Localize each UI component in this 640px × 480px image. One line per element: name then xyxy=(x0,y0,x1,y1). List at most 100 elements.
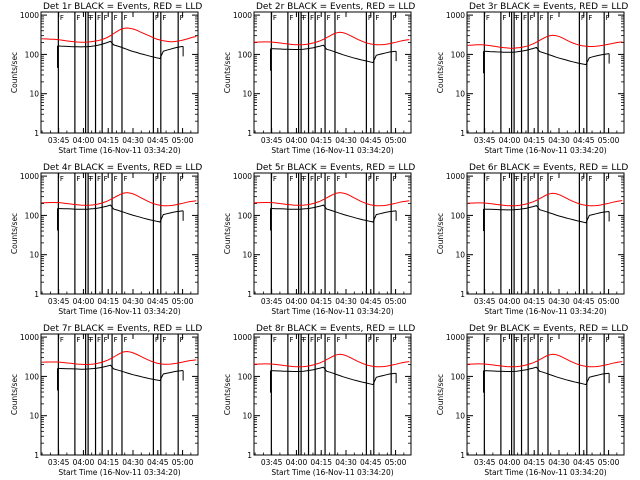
detector-panel: Det 6r BLACK = Events, RED = LLD 1 10 100 10… xyxy=(436,163,628,316)
flag-marker-label: F xyxy=(549,14,553,22)
x-tick-label: 04:30 xyxy=(335,297,357,306)
flag-marker-label: F xyxy=(368,336,372,344)
y-tick-label: 1 xyxy=(247,290,252,299)
flag-marker-label: F xyxy=(303,175,307,183)
flag-marker-label: F xyxy=(104,336,108,344)
flag-marker-label: F xyxy=(155,336,159,344)
x-tick-label: 04:45 xyxy=(573,136,595,145)
lld-series-line xyxy=(41,192,197,207)
detector-panel: Det 4r BLACK = Events, RED = LLD 1 10 100 10… xyxy=(10,163,202,316)
flag-marker-label: F xyxy=(317,14,321,22)
flag-marker-label: F xyxy=(60,14,64,22)
y-tick-label: 1 xyxy=(34,129,39,138)
y-tick-label: 100 xyxy=(238,372,253,381)
lld-series-line xyxy=(466,192,623,207)
panel-title: Det 2r BLACK = Events, RED = LLD xyxy=(256,2,415,12)
plot-frame xyxy=(253,11,412,134)
x-axis-label: Start Time (16-Nov-11 03:34:20) xyxy=(58,307,180,316)
flag-marker-label: F xyxy=(588,14,592,22)
panel-title: Det 7r BLACK = Events, RED = LLD xyxy=(43,324,202,334)
plot-frame xyxy=(253,333,412,456)
flag-marker-label: F xyxy=(155,14,159,22)
x-tick-label: 04:15 xyxy=(523,297,545,306)
flag-marker-label: F xyxy=(368,14,372,22)
x-tick-label: 05:00 xyxy=(385,136,407,145)
flag-marker-label: F xyxy=(76,336,80,344)
y-tick-label: 10 xyxy=(242,412,252,421)
y-tick-label: 100 xyxy=(451,211,466,220)
x-tick-label: 04:15 xyxy=(523,136,545,145)
lld-series-line xyxy=(40,350,197,365)
y-tick-label: 100 xyxy=(238,211,253,220)
lld-series-line xyxy=(466,353,623,368)
x-tick-label: 04:45 xyxy=(360,297,382,306)
panel-title: Det 8r BLACK = Events, RED = LLD xyxy=(256,324,415,334)
x-axis-label: Start Time (16-Nov-11 03:34:20) xyxy=(58,468,180,477)
y-tick-label: 1000 xyxy=(446,333,465,342)
flag-marker-label: F xyxy=(273,336,277,344)
flag-marker-label: F xyxy=(180,336,184,344)
x-tick-label: 04:00 xyxy=(499,458,521,467)
x-tick-label: 04:15 xyxy=(310,136,332,145)
flag-marker-label: F xyxy=(327,336,331,344)
flag-marker-label: F xyxy=(606,14,610,22)
y-tick-label: 100 xyxy=(25,372,40,381)
x-tick-label: 05:00 xyxy=(385,297,407,306)
y-tick-label: 1000 xyxy=(233,333,252,342)
flag-marker-label: F xyxy=(162,336,166,344)
detector-panel: Det 7r BLACK = Events, RED = LLD 1 10 100 10… xyxy=(10,324,202,477)
flag-marker-label: F xyxy=(273,14,277,22)
lld-series-line xyxy=(40,27,197,43)
flag-marker-label: F xyxy=(513,14,517,22)
plot-frame xyxy=(466,333,625,456)
flag-marker-label: F xyxy=(90,336,94,344)
x-tick-label: 04:00 xyxy=(286,136,308,145)
flag-marker-label: F xyxy=(486,175,490,183)
detector-panel: Det 1r BLACK = Events, RED = LLD 1 10 100 10… xyxy=(10,2,202,155)
y-axis-label: Counts/sec xyxy=(10,213,19,254)
plot-frame xyxy=(466,11,625,134)
flag-marker-label: F xyxy=(300,175,304,183)
flag-marker-label: F xyxy=(523,175,527,183)
flag-marker-label: F xyxy=(90,14,94,22)
x-tick-label: 04:00 xyxy=(286,297,308,306)
events-series-line xyxy=(270,44,397,64)
flag-marker-label: F xyxy=(588,175,592,183)
flag-marker-label: F xyxy=(180,175,184,183)
flag-marker-label: F xyxy=(393,175,397,183)
flag-marker-label: F xyxy=(336,175,340,183)
x-axis-label: Start Time (16-Nov-11 03:34:20) xyxy=(58,146,180,155)
x-tick-label: 04:45 xyxy=(360,458,382,467)
flag-marker-label: F xyxy=(97,336,101,344)
y-axis-label: Counts/sec xyxy=(223,374,232,415)
y-tick-label: 100 xyxy=(25,211,40,220)
x-tick-label: 03:45 xyxy=(48,136,70,145)
flag-marker-label: F xyxy=(523,14,527,22)
flag-marker-label: F xyxy=(76,14,80,22)
y-axis-label: Counts/sec xyxy=(436,374,445,415)
x-tick-label: 04:00 xyxy=(73,297,95,306)
flag-marker-label: F xyxy=(530,336,534,344)
detector-panel: Det 8r BLACK = Events, RED = LLD 1 10 100 10… xyxy=(223,324,415,477)
x-tick-label: 04:00 xyxy=(286,458,308,467)
x-tick-label: 04:30 xyxy=(122,136,144,145)
x-tick-label: 04:15 xyxy=(310,297,332,306)
x-tick-label: 03:45 xyxy=(261,136,283,145)
panel-title: Det 1r BLACK = Events, RED = LLD xyxy=(43,2,202,12)
x-tick-label: 03:45 xyxy=(474,136,496,145)
x-tick-label: 05:00 xyxy=(598,458,620,467)
flag-marker-label: F xyxy=(327,14,331,22)
y-tick-label: 100 xyxy=(451,50,466,59)
y-tick-label: 10 xyxy=(455,90,465,99)
x-axis-label: Start Time (16-Nov-11 03:34:20) xyxy=(271,307,393,316)
flag-marker-label: F xyxy=(393,14,397,22)
flag-marker-label: F xyxy=(114,336,118,344)
plot-frame xyxy=(40,172,199,295)
flag-marker-label: F xyxy=(303,336,307,344)
x-tick-label: 04:30 xyxy=(548,458,570,467)
flag-marker-label: F xyxy=(289,175,293,183)
flag-marker-label: F xyxy=(310,14,314,22)
flag-marker-label: F xyxy=(180,14,184,22)
x-tick-label: 04:30 xyxy=(122,458,144,467)
y-tick-label: 1000 xyxy=(20,333,39,342)
